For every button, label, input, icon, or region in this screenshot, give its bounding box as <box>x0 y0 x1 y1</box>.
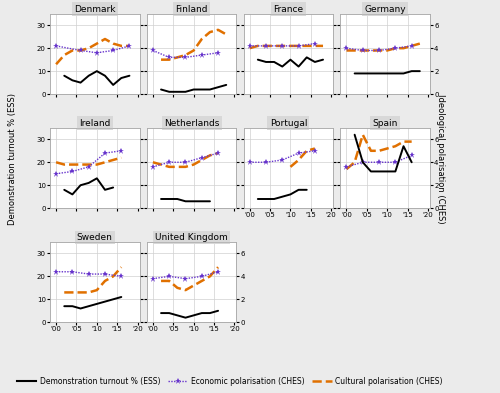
Title: Spain: Spain <box>372 119 398 128</box>
Text: Ideological polarisation (CHES): Ideological polarisation (CHES) <box>436 94 446 224</box>
Title: Ireland: Ireland <box>79 119 110 128</box>
Title: Portugal: Portugal <box>270 119 307 128</box>
Legend: Demonstration turnout % (ESS), Economic polarisation (CHES), Cultural polarisati: Demonstration turnout % (ESS), Economic … <box>14 374 446 389</box>
Text: Demonstration turnout % (ESS): Demonstration turnout % (ESS) <box>8 93 17 225</box>
Title: France: France <box>274 5 304 14</box>
Title: Netherlands: Netherlands <box>164 119 220 128</box>
Title: Germany: Germany <box>364 5 406 14</box>
Title: Finland: Finland <box>176 5 208 14</box>
Title: United Kingdom: United Kingdom <box>155 233 228 242</box>
Title: Sweden: Sweden <box>77 233 112 242</box>
Title: Denmark: Denmark <box>74 5 116 14</box>
